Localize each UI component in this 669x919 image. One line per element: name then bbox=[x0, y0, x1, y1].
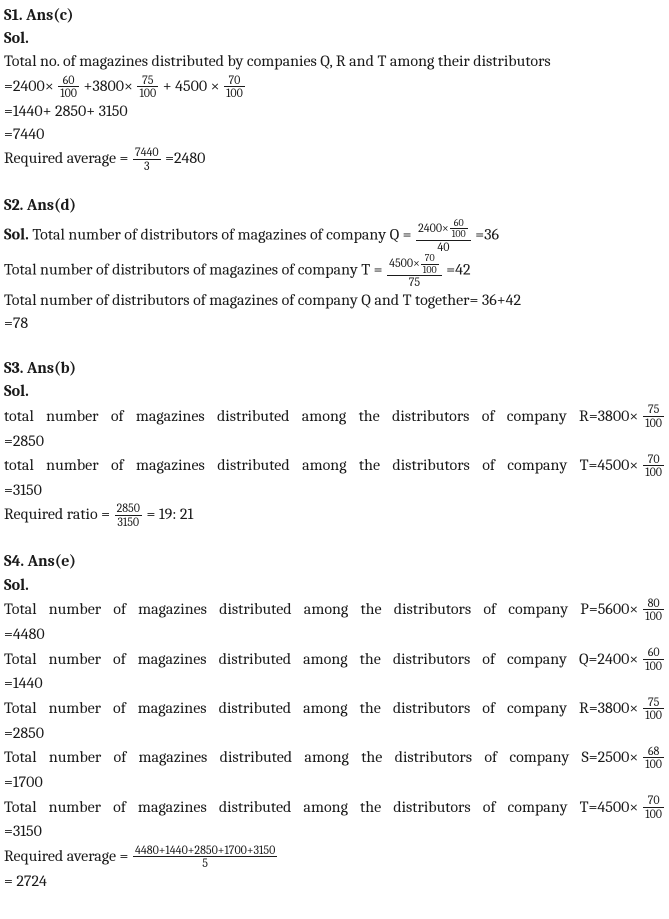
text: + 4500 × bbox=[163, 76, 223, 94]
s4-sol-label: Sol. bbox=[4, 574, 665, 597]
solution-s2: S2. Ans(d) Sol. Total number of distribu… bbox=[4, 194, 665, 335]
s3-line2: =2850 bbox=[4, 430, 665, 453]
s4-r-line: Total number of magazines distributed am… bbox=[4, 696, 665, 722]
solution-s4: S4. Ans(e) Sol. Total number of magazine… bbox=[4, 550, 665, 893]
fraction: 70 100 bbox=[224, 74, 245, 100]
fraction: 60100 bbox=[643, 646, 664, 672]
s3-line5: Required ratio = 2850 3150 = 19: 21 bbox=[4, 502, 665, 528]
text: Required average = bbox=[4, 846, 128, 864]
text: =42 bbox=[446, 261, 470, 279]
s4-p-line: Total number of magazines distributed am… bbox=[4, 597, 665, 623]
s4-t-res: =3150 bbox=[4, 820, 665, 843]
s1-eq1: =2400× 60 100 +3800× 75 100 + 4500 × 70 … bbox=[4, 74, 665, 100]
fraction: 75 100 bbox=[137, 74, 158, 100]
text: Total number of distributors of magazine… bbox=[32, 225, 415, 243]
fraction: 7440 3 bbox=[133, 146, 161, 172]
s1-heading: S1. Ans(c) bbox=[4, 4, 665, 27]
fraction: 60100 bbox=[450, 218, 468, 240]
fraction: 80100 bbox=[643, 597, 664, 623]
s3-line3: total number of magazines distributed am… bbox=[4, 453, 665, 479]
s1-line5: Required average = 7440 3 =2480 bbox=[4, 146, 665, 172]
solution-s3: S3. Ans(b) Sol. total number of magazine… bbox=[4, 357, 665, 528]
text: = 19: 21 bbox=[146, 505, 193, 523]
nested-fraction: 2400×60100 40 bbox=[416, 218, 471, 254]
s2-sol-label: Sol. bbox=[4, 225, 32, 243]
s4-s-res: =1700 bbox=[4, 771, 665, 794]
text: total number of magazines distributed am… bbox=[4, 454, 638, 477]
s2-line2: Total number of distributors of magazine… bbox=[4, 253, 665, 289]
text: =2400× bbox=[4, 76, 57, 94]
s1-sol-label: Sol. bbox=[4, 27, 665, 50]
fraction: 75 100 bbox=[643, 403, 664, 429]
s2-line4: =78 bbox=[4, 312, 665, 335]
text: +3800× bbox=[84, 76, 137, 94]
text: Total number of magazines distributed am… bbox=[4, 697, 638, 720]
text: Total number of distributors of magazine… bbox=[4, 261, 386, 279]
s4-s-line: Total number of magazines distributed am… bbox=[4, 745, 665, 771]
s4-q-line: Total number of magazines distributed am… bbox=[4, 646, 665, 672]
text: =2480 bbox=[165, 149, 205, 167]
fraction: 4480+1440+2850+1700+3150 5 bbox=[133, 844, 277, 870]
s3-heading: S3. Ans(b) bbox=[4, 357, 665, 380]
s4-heading: S4. Ans(e) bbox=[4, 550, 665, 573]
s1-line1: Total no. of magazines distributed by co… bbox=[4, 50, 665, 73]
nested-fraction: 4500×70100 75 bbox=[387, 253, 442, 289]
fraction: 2850 3150 bbox=[115, 502, 142, 528]
text: total number of magazines distributed am… bbox=[4, 405, 638, 428]
fraction: 68100 bbox=[643, 745, 664, 771]
s2-line1: Sol. Total number of distributors of mag… bbox=[4, 218, 665, 254]
text: Required ratio = bbox=[4, 505, 114, 523]
text: Required average = bbox=[4, 149, 128, 167]
s3-sol-label: Sol. bbox=[4, 380, 665, 403]
s4-avg: Required average = 4480+1440+2850+1700+3… bbox=[4, 844, 665, 870]
text: Total number of magazines distributed am… bbox=[4, 746, 638, 769]
s4-q-res: =1440 bbox=[4, 672, 665, 695]
text: Total number of magazines distributed am… bbox=[4, 648, 638, 671]
s1-line3: =1440+ 2850+ 3150 bbox=[4, 100, 665, 123]
s2-heading: S2. Ans(d) bbox=[4, 194, 665, 217]
s3-line1: total number of magazines distributed am… bbox=[4, 403, 665, 429]
fraction: 70100 bbox=[643, 794, 664, 820]
s4-r-res: =2850 bbox=[4, 722, 665, 745]
s4-avg-res: = 2724 bbox=[4, 870, 665, 893]
s4-t-line: Total number of magazines distributed am… bbox=[4, 794, 665, 820]
text: Total number of magazines distributed am… bbox=[4, 796, 638, 819]
s2-line3: Total number of distributors of magazine… bbox=[4, 289, 665, 312]
solution-s1: S1. Ans(c) Sol. Total no. of magazines d… bbox=[4, 4, 665, 172]
text: Total number of magazines distributed am… bbox=[4, 598, 638, 621]
fraction: 70100 bbox=[421, 253, 439, 275]
fraction: 75100 bbox=[643, 696, 664, 722]
s1-line4: =7440 bbox=[4, 123, 665, 146]
s3-line4: =3150 bbox=[4, 479, 665, 502]
fraction: 60 100 bbox=[58, 74, 79, 100]
text: =36 bbox=[475, 225, 499, 243]
s4-p-res: =4480 bbox=[4, 623, 665, 646]
fraction: 70 100 bbox=[643, 453, 664, 479]
